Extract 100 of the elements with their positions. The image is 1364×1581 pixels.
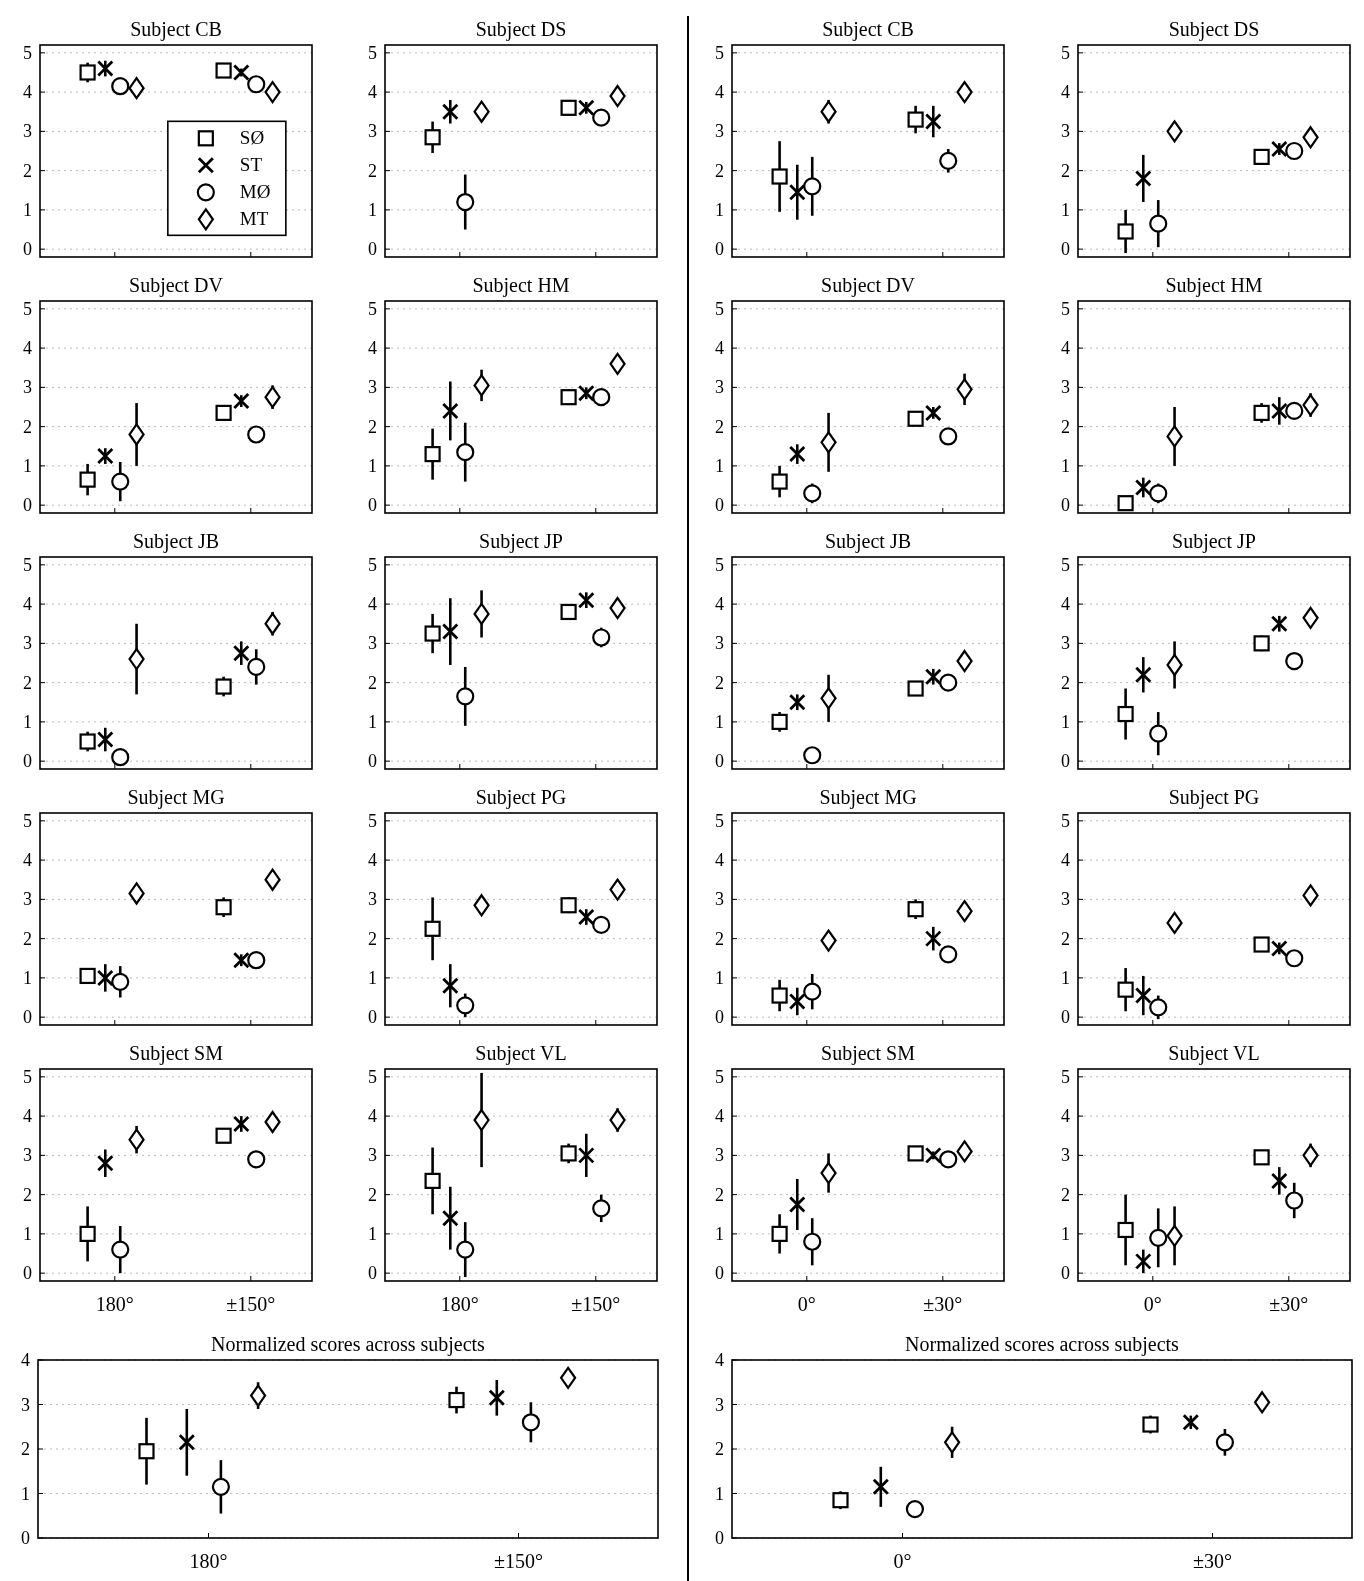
legend-label: MT	[239, 208, 269, 230]
y-tick-label: 3	[1061, 633, 1070, 654]
chart-title: Normalized scores across subjects	[211, 1333, 486, 1356]
y-tick-label: 1	[23, 455, 32, 476]
y-tick-label: 4	[368, 338, 377, 359]
x-tick-label: ±150°	[226, 1293, 276, 1315]
y-tick-label: 1	[1061, 199, 1070, 220]
y-tick-label: 2	[715, 416, 724, 437]
y-tick-label: 4	[715, 850, 724, 871]
y-tick-label: 4	[715, 1106, 724, 1127]
y-tick-label: 3	[1061, 377, 1070, 398]
y-tick-label: 0	[715, 495, 724, 516]
legend-label: MØ	[239, 181, 271, 203]
chart-title: Subject DV	[821, 274, 916, 297]
x-tick-label: 0°	[893, 1550, 912, 1572]
y-tick-label: 2	[23, 1184, 32, 1205]
y-tick-label: 4	[1061, 82, 1070, 103]
y-tick-label: 1	[368, 711, 377, 732]
y-tick-label: 1	[715, 967, 724, 988]
y-tick-label: 1	[1061, 711, 1070, 732]
y-tick-label: 1	[23, 199, 32, 220]
y-tick-label: 1	[1061, 967, 1070, 988]
chart-title: Subject SM	[821, 1042, 916, 1065]
y-tick-label: 3	[1061, 121, 1070, 142]
y-tick-label: 5	[715, 554, 724, 575]
y-tick-label: 2	[21, 1439, 30, 1459]
y-tick-label: 3	[715, 377, 724, 398]
chart-title: Subject JB	[132, 530, 220, 553]
y-tick-label: 3	[23, 889, 32, 910]
y-tick-label: 3	[715, 121, 724, 142]
y-tick-label: 4	[1061, 1106, 1070, 1127]
x-tick-label: 0°	[797, 1293, 816, 1315]
y-tick-label: 1	[368, 1223, 377, 1244]
y-tick-label: 1	[23, 967, 32, 988]
y-tick-label: 0	[715, 1528, 724, 1548]
y-tick-label: 0	[23, 1263, 32, 1284]
y-tick-label: 5	[1061, 810, 1070, 831]
y-tick-label: 3	[23, 633, 32, 654]
chart-title: Subject VL	[475, 1042, 567, 1065]
y-tick-label: 2	[1061, 928, 1070, 949]
legend-label: SØ	[239, 127, 265, 149]
x-tick-label: ±30°	[1193, 1550, 1232, 1572]
y-tick-label: 5	[23, 554, 32, 575]
y-tick-label: 5	[1061, 298, 1070, 319]
y-tick-label: 4	[23, 594, 32, 615]
y-tick-label: 5	[715, 42, 724, 63]
y-tick-label: 3	[715, 1394, 724, 1415]
y-tick-label: 1	[715, 1223, 724, 1244]
y-tick-label: 0	[23, 239, 32, 260]
x-tick-label: ±30°	[1269, 1293, 1309, 1315]
y-tick-label: 2	[715, 672, 724, 693]
y-tick-label: 5	[1061, 1066, 1070, 1087]
y-tick-label: 5	[23, 1066, 32, 1087]
y-tick-label: 0	[368, 1007, 377, 1028]
y-tick-label: 5	[715, 810, 724, 831]
y-tick-label: 4	[23, 338, 32, 359]
y-tick-label: 5	[368, 810, 377, 831]
y-tick-label: 1	[368, 967, 377, 988]
y-tick-label: 3	[1061, 889, 1070, 910]
y-tick-label: 0	[1061, 495, 1070, 516]
y-tick-label: 3	[368, 889, 377, 910]
chart-title: Subject HM	[472, 274, 570, 297]
y-tick-label: 2	[1061, 1184, 1070, 1205]
chart-title: Subject JP	[479, 530, 563, 553]
y-tick-label: 1	[368, 199, 377, 220]
y-tick-label: 1	[368, 455, 377, 476]
chart-title: Subject PG	[1168, 786, 1260, 809]
y-tick-label: 3	[368, 377, 377, 398]
y-tick-label: 2	[368, 928, 377, 949]
y-tick-label: 2	[368, 1184, 377, 1205]
y-tick-label: 4	[1061, 850, 1070, 871]
y-tick-label: 2	[1061, 416, 1070, 437]
y-tick-label: 1	[715, 199, 724, 220]
y-tick-label: 1	[1061, 455, 1070, 476]
y-tick-label: 1	[715, 1483, 724, 1504]
y-tick-label: 2	[23, 416, 32, 437]
y-tick-label: 0	[23, 495, 32, 516]
y-tick-label: 2	[368, 416, 377, 437]
y-tick-label: 3	[1061, 1145, 1070, 1166]
x-tick-label: 180°	[440, 1293, 479, 1315]
y-tick-label: 4	[715, 1350, 724, 1370]
x-tick-label: ±30°	[923, 1293, 963, 1315]
y-tick-label: 0	[715, 1263, 724, 1284]
y-tick-label: 2	[715, 928, 724, 949]
y-tick-label: 0	[21, 1528, 30, 1548]
y-tick-label: 4	[715, 82, 724, 103]
y-tick-label: 3	[715, 1145, 724, 1166]
chart-title: Subject VL	[1168, 1042, 1260, 1065]
y-tick-label: 5	[715, 298, 724, 319]
y-tick-label: 0	[1061, 239, 1070, 260]
y-tick-label: 0	[1061, 1007, 1070, 1028]
y-tick-label: 2	[715, 1439, 724, 1459]
y-tick-label: 2	[368, 160, 377, 181]
y-tick-label: 2	[1061, 672, 1070, 693]
y-tick-label: 1	[1061, 1223, 1070, 1244]
y-tick-label: 0	[1061, 1263, 1070, 1284]
y-tick-label: 3	[368, 121, 377, 142]
y-tick-label: 4	[23, 850, 32, 871]
y-tick-label: 5	[715, 1066, 724, 1087]
y-tick-label: 4	[21, 1350, 30, 1370]
